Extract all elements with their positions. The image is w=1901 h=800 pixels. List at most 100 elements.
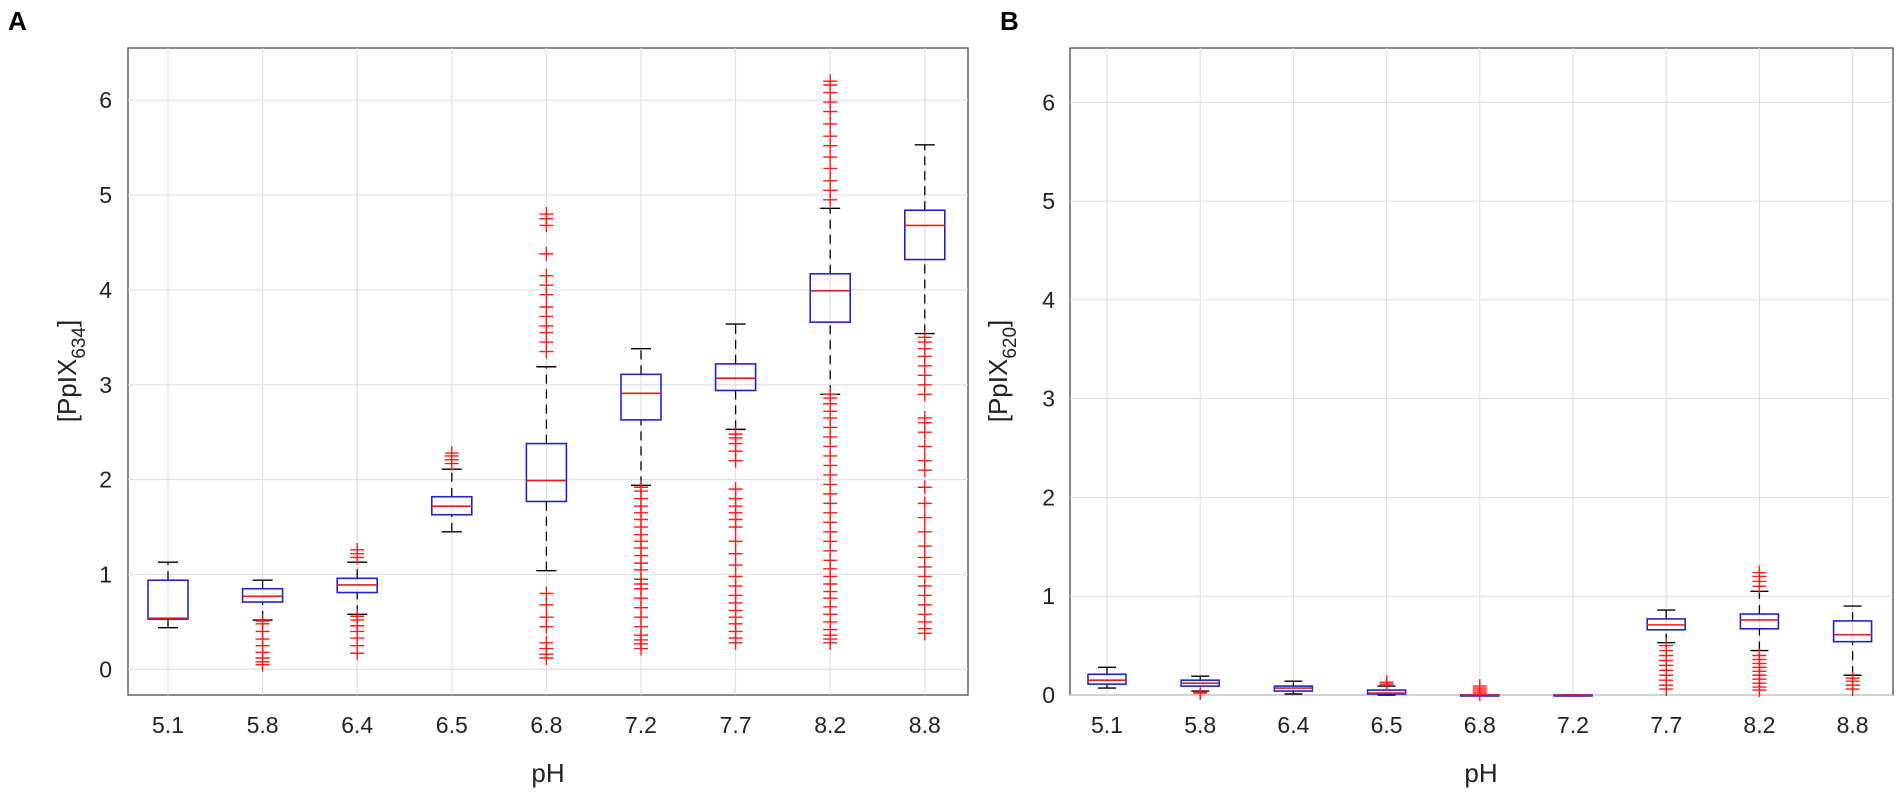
- panel-b-plot-frame: [1069, 47, 1894, 696]
- outlier-marker: [255, 614, 270, 629]
- panel-a-x-tick-label: 5.1: [152, 712, 184, 738]
- panel-b-x-tick-label: 5.1: [1091, 712, 1123, 738]
- outlier-marker: [1659, 638, 1674, 653]
- panel-a-boxes: [147, 74, 946, 672]
- outlier-marker: [539, 246, 554, 261]
- panel-b-y-tick-label: 4: [1042, 287, 1055, 313]
- panel-a-x-tick-label: 7.7: [720, 712, 752, 738]
- outlier-marker: [728, 482, 743, 497]
- panel-a-x-tick-label: 6.5: [436, 712, 468, 738]
- panel-a-y-tick-label: 1: [99, 562, 112, 588]
- panel-b-tick-labels: 0 1 2 3 4 5 6 5.1 5.8 6.4 6.5 6.8 7.2 7.7 8.2 8.8: [1042, 89, 1868, 738]
- panel-b-boxes: [1087, 565, 1873, 702]
- outlier-marker: [1472, 679, 1487, 694]
- outlier-marker: [539, 268, 554, 283]
- panel-a-box-5.1: [147, 561, 189, 629]
- panel-a: A pH [PpIX634] 0 1 2 3 4 5 6 5.1 5.8 6.4 6.5 6.8 7.2…: [8, 6, 969, 788]
- outlier-marker: [1752, 648, 1767, 663]
- outlier-marker: [917, 524, 932, 539]
- panel-b-box-5.8: [1180, 675, 1220, 701]
- outlier-marker: [917, 453, 932, 468]
- panel-a-y-tick-label: 4: [99, 277, 112, 303]
- panel-b-x-tick-label: 5.8: [1184, 712, 1216, 738]
- interquartile-box: [903, 209, 946, 261]
- interquartile-box: [147, 579, 189, 620]
- panel-a-y-tick-label: 5: [99, 182, 112, 208]
- panel-a-box-7.7: [714, 323, 757, 650]
- outlier-marker: [1752, 565, 1767, 580]
- panel-b-y-tick-label: 0: [1042, 682, 1055, 708]
- panel-b-box-6.8: [1460, 679, 1500, 702]
- panel-a-x-tick-label: 6.4: [341, 712, 373, 738]
- panel-b-y-label-end: ]: [983, 320, 1013, 327]
- outlier-marker: [917, 439, 932, 454]
- panel-a-y-tick-label: 3: [99, 372, 112, 398]
- panel-b-x-tick-label: 8.2: [1743, 712, 1775, 738]
- panel-a-y-tick-label: 2: [99, 467, 112, 493]
- panel-b-y-axis-label: [PpIX620]: [983, 320, 1021, 423]
- outlier-marker: [823, 74, 838, 89]
- panel-a-x-axis-label: pH: [531, 758, 564, 788]
- outlier-marker: [728, 546, 743, 561]
- panel-b-box-8.8: [1832, 605, 1873, 697]
- panel-a-x-tick-label: 6.8: [530, 712, 562, 738]
- panel-b-x-tick-label: 6.8: [1464, 712, 1496, 738]
- panel-a-box-7.2: [620, 348, 662, 656]
- panel-b-y-label-subscript: 620: [1000, 327, 1021, 359]
- panel-a-x-tick-label: 8.2: [814, 712, 846, 738]
- panel-b: B pH [PpIX620] 0 1 2 3 4 5 6 5.1 5.8 6.4 6.5 6.8 7.2…: [983, 6, 1894, 788]
- interquartile-box: [1832, 620, 1873, 643]
- panel-b-box-5.1: [1087, 666, 1127, 689]
- outlier-marker: [1379, 675, 1394, 690]
- outlier-marker: [539, 635, 554, 650]
- panel-b-box-6.4: [1273, 680, 1314, 695]
- panel-a-box-6.8: [525, 207, 568, 666]
- outlier-marker: [350, 542, 365, 557]
- panel-a-tick-labels: 0 1 2 3 4 5 6 5.1 5.8 6.4 6.5 6.8 7.2 7.7 8.2 8.8: [99, 87, 941, 738]
- outlier-marker: [917, 330, 932, 345]
- panel-b-y-tick-label: 3: [1042, 386, 1055, 412]
- panel-b-box-6.5: [1366, 675, 1407, 696]
- outlier-marker: [823, 116, 838, 131]
- outlier-marker: [823, 129, 838, 144]
- panel-a-gridlines: [128, 48, 968, 695]
- panel-b-y-tick-label: 6: [1042, 89, 1055, 115]
- panel-a-letter: A: [8, 6, 27, 36]
- outlier-marker: [444, 446, 459, 461]
- panel-b-y-tick-label: 5: [1042, 188, 1055, 214]
- interquartile-box: [525, 442, 568, 503]
- interquartile-box: [714, 363, 757, 392]
- panel-a-y-label-subscript: 634: [69, 327, 90, 359]
- panel-a-box-8.8: [903, 144, 946, 641]
- outlier-marker: [823, 387, 838, 402]
- interquartile-box: [809, 272, 852, 323]
- panel-a-box-5.8: [241, 579, 284, 672]
- outlier-marker: [539, 586, 554, 601]
- panel-b-box-7.2: [1553, 694, 1593, 697]
- outlier-marker: [539, 207, 554, 222]
- outlier-marker: [1193, 685, 1208, 700]
- panel-b-x-tick-label: 6.4: [1277, 712, 1309, 738]
- outlier-marker: [823, 173, 838, 188]
- outlier-marker: [917, 496, 932, 511]
- panel-a-y-tick-label: 6: [99, 87, 112, 113]
- panel-a-x-tick-label: 5.8: [247, 712, 279, 738]
- panel-a-box-8.2: [809, 74, 852, 650]
- panel-b-x-tick-label: 8.8: [1837, 712, 1869, 738]
- panel-b-y-tick-label: 2: [1042, 484, 1055, 510]
- interquartile-box: [241, 587, 284, 603]
- panel-b-y-tick-label: 1: [1042, 583, 1055, 609]
- panel-b-y-label-base: [PpIX: [983, 359, 1013, 423]
- outlier-marker: [917, 410, 932, 425]
- outlier-marker: [539, 299, 554, 314]
- panel-b-box-8.2: [1739, 565, 1780, 698]
- outlier-marker: [539, 610, 554, 625]
- interquartile-box: [620, 373, 662, 421]
- panel-a-box-6.4: [336, 542, 379, 661]
- outlier-marker: [917, 480, 932, 495]
- panel-b-x-axis-label: pH: [1464, 758, 1497, 788]
- panel-a-x-tick-label: 8.8: [909, 712, 941, 738]
- panel-b-box-7.7: [1646, 609, 1686, 697]
- panel-a-y-axis-label: [PpIX634]: [52, 320, 90, 423]
